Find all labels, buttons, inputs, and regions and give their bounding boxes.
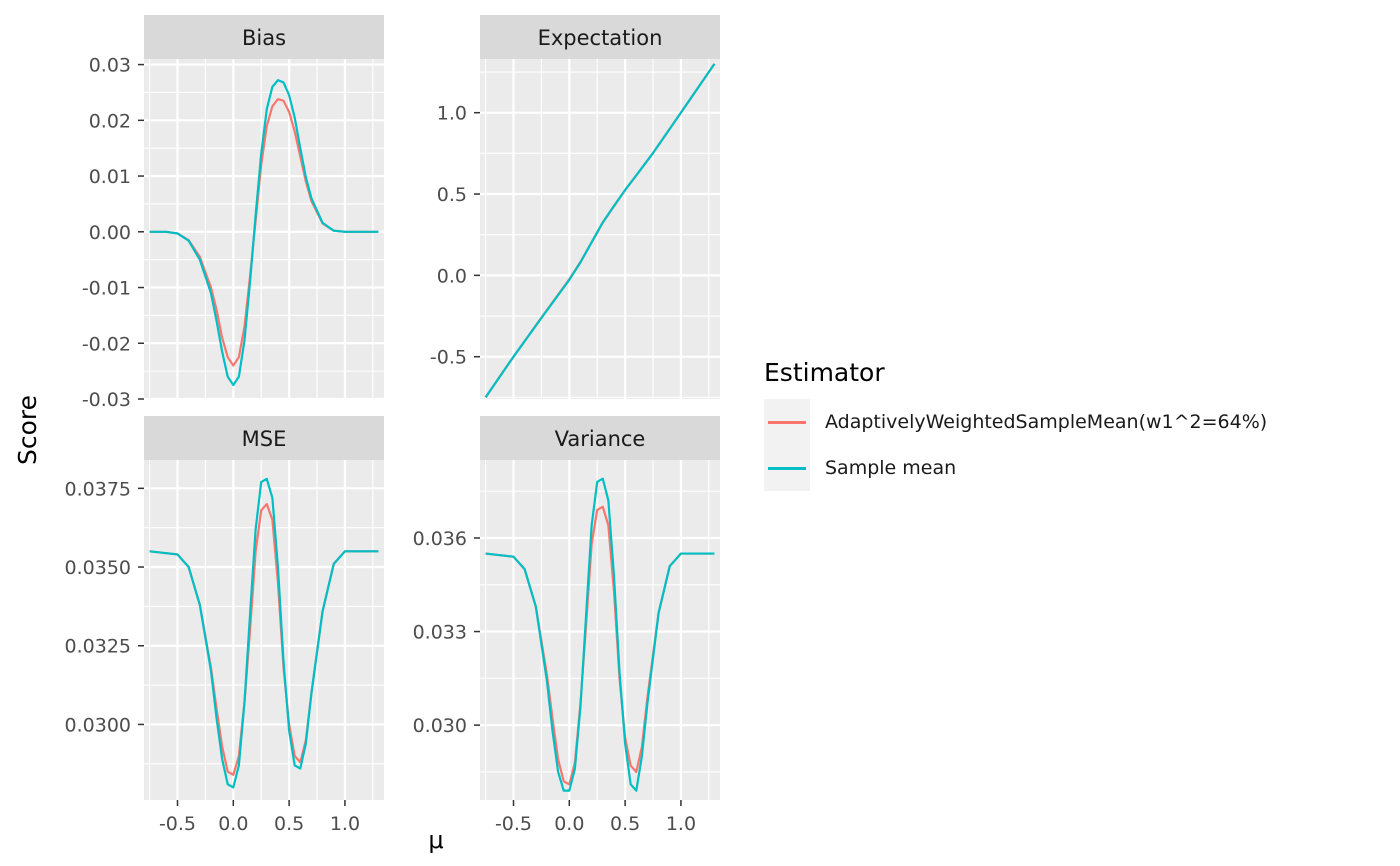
facet-title-variance: Variance xyxy=(555,427,646,451)
y-tick-label-bias: 0.02 xyxy=(89,110,131,132)
facet-strip-variance xyxy=(480,416,720,460)
facet-strip-expectation xyxy=(480,15,720,59)
x-tick-label-variance: 0.0 xyxy=(554,813,584,835)
y-tick-label-bias: -0.01 xyxy=(82,278,131,300)
y-tick-label-variance: 0.036 xyxy=(413,528,467,550)
series-line-mse-sample-mean xyxy=(149,477,379,789)
y-tick-label-variance: 0.030 xyxy=(413,715,467,737)
x-axis-label: μ xyxy=(428,826,443,854)
facet-title-bias: Bias xyxy=(242,26,286,50)
series-line-bias-sample-mean xyxy=(149,79,379,387)
y-tick-label-expectation: -0.5 xyxy=(430,347,467,369)
y-tick-label-bias: -0.03 xyxy=(82,389,131,411)
legend-key-adaptive xyxy=(764,399,810,445)
y-tick-label-bias: -0.02 xyxy=(82,333,131,355)
facet-title-expectation: Expectation xyxy=(538,26,663,50)
y-tick-label-expectation: 0.5 xyxy=(437,184,467,206)
facet-chart: Score μ Bias -0.03 -0.02 -0.01 0.00 0.01 0.02 0… xyxy=(13,15,720,854)
panel-bg-variance xyxy=(480,460,720,800)
x-tick-label-variance: 0.5 xyxy=(610,813,640,835)
x-tick-label-mse: 0.5 xyxy=(274,813,304,835)
panel-bg-bias xyxy=(144,59,384,399)
panel-bg-mse xyxy=(144,460,384,800)
legend-label-adaptive: AdaptivelyWeightedSampleMean(w1^2=64%) xyxy=(825,411,1268,433)
y-tick-label-bias: 0.00 xyxy=(89,222,131,244)
x-tick-label-mse: 1.0 xyxy=(330,813,360,835)
series-line-expectation-sample-mean xyxy=(484,63,716,398)
y-tick-label-mse: 0.0350 xyxy=(65,557,131,579)
y-tick-label-mse: 0.0375 xyxy=(65,478,131,500)
legend-label-sample-mean: Sample mean xyxy=(825,457,957,479)
y-tick-label-expectation: 1.0 xyxy=(437,103,467,125)
legend-item-adaptive: AdaptivelyWeightedSampleMean(w1^2=64%) xyxy=(764,399,1267,445)
y-tick-label-bias: 0.01 xyxy=(89,166,131,188)
y-tick-label-mse: 0.0325 xyxy=(65,636,131,658)
facet-strip-mse xyxy=(144,416,384,460)
facet-title-mse: MSE xyxy=(242,427,287,451)
legend-title: Estimator xyxy=(764,358,885,387)
y-tick-label-mse: 0.0300 xyxy=(65,714,131,736)
series-line-variance-sample-mean xyxy=(485,477,715,792)
legend: Estimator AdaptivelyWeightedSampleMean(w… xyxy=(764,360,1267,491)
y-tick-label-expectation: 0.0 xyxy=(437,265,467,287)
legend-item-sample-mean: Sample mean xyxy=(764,445,1267,491)
x-tick-label-variance: -0.5 xyxy=(495,813,532,835)
x-tick-label-variance: 1.0 xyxy=(666,813,696,835)
x-tick-label-mse: 0.0 xyxy=(218,813,248,835)
x-tick-label-mse: -0.5 xyxy=(159,813,196,835)
y-tick-label-bias: 0.03 xyxy=(89,55,131,77)
y-tick-label-variance: 0.033 xyxy=(413,622,467,644)
y-axis-label: Score xyxy=(13,395,42,465)
legend-key-sample-mean xyxy=(764,445,810,491)
facet-strip-bias xyxy=(144,15,384,59)
